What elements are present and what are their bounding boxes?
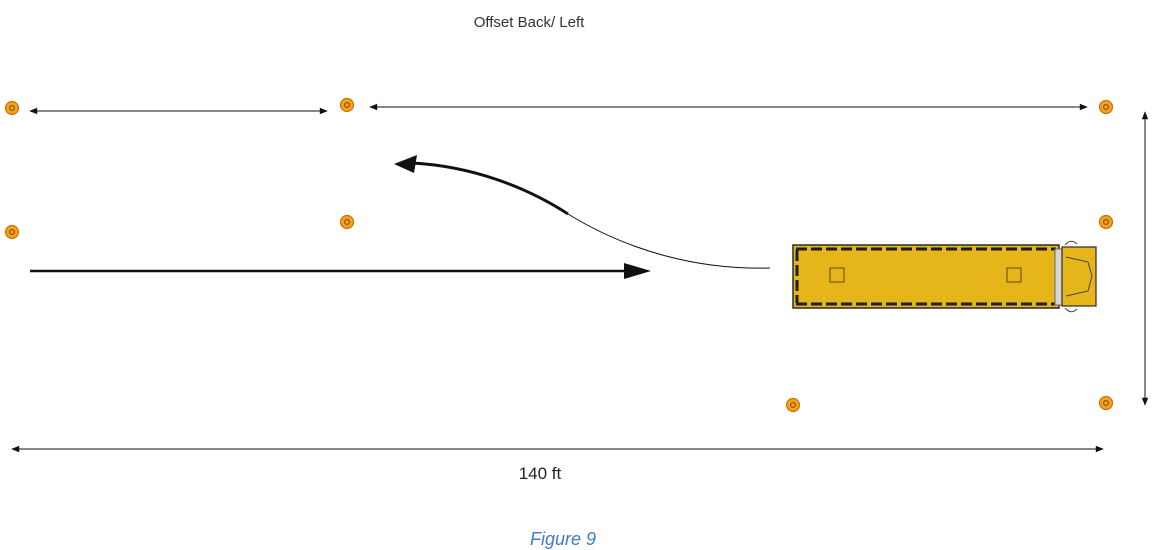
traffic-cone-icon	[4, 100, 20, 116]
traffic-cone-icon	[4, 224, 20, 240]
cone-base	[1098, 214, 1114, 230]
traffic-cone-icon	[1098, 395, 1114, 411]
roof-hatch-front	[1006, 267, 1022, 283]
cone-tip	[1103, 104, 1109, 110]
cone-base	[1098, 395, 1114, 411]
diagram-title: Offset Back/ Left	[474, 14, 585, 31]
cone-tip	[1103, 400, 1109, 406]
traffic-cone-icon	[1098, 214, 1114, 230]
cone-tip	[1103, 219, 1109, 225]
traffic-cone-icon	[1098, 99, 1114, 115]
traffic-cone-icon	[785, 397, 801, 413]
traffic-cone-icon	[339, 214, 355, 230]
bus-mirror-left	[1064, 240, 1078, 246]
forward-arrow-head	[624, 263, 651, 279]
bus-windshield	[1054, 248, 1063, 306]
distance-label: 140 ft	[519, 464, 562, 483]
bus-hood	[1061, 246, 1097, 307]
cone-base	[339, 214, 355, 230]
reverse-path-thin	[567, 213, 771, 269]
cone-base	[1098, 99, 1114, 115]
school-bus-icon	[792, 240, 1097, 313]
cone-base	[339, 97, 355, 113]
forward-travel-arrow	[30, 263, 651, 279]
roof-hatch-rear	[829, 267, 845, 283]
bus-mirror-right	[1064, 307, 1078, 313]
offset-back-path-arrow	[394, 155, 771, 269]
bus-hood-outline	[1065, 256, 1093, 297]
cone-tip	[344, 102, 350, 108]
cone-tip	[9, 229, 15, 235]
cone-tip	[344, 219, 350, 225]
cone-base	[785, 397, 801, 413]
cone-tip	[790, 402, 796, 408]
cone-tip	[9, 105, 15, 111]
cone-base	[4, 224, 20, 240]
traffic-cone-icon	[339, 97, 355, 113]
reverse-arrow-head	[394, 155, 417, 173]
figure-caption: Figure 9	[530, 529, 596, 549]
cone-base	[4, 100, 20, 116]
reverse-path-thick	[411, 161, 569, 216]
bus-body	[792, 244, 1060, 309]
